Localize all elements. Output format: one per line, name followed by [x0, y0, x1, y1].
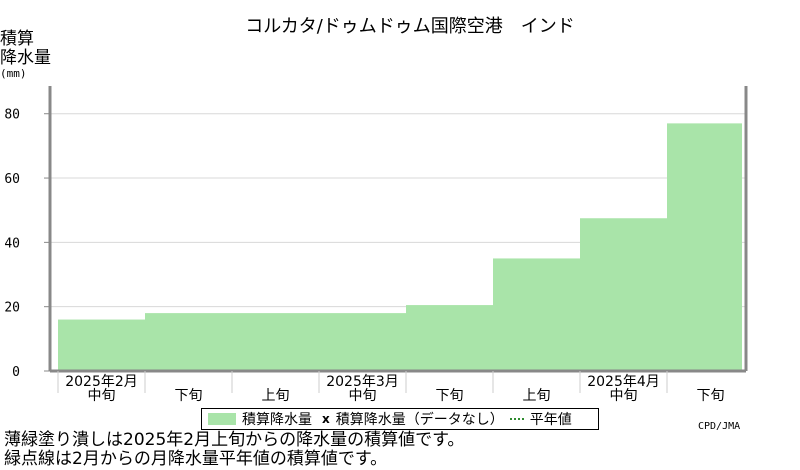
- bar: [232, 313, 319, 371]
- month-label: 2025年4月: [587, 374, 660, 390]
- y-axis-label-line2: 降水量: [0, 48, 51, 68]
- legend-normal-line: [509, 418, 524, 420]
- x-tick-label: 中旬: [349, 388, 377, 404]
- bar: [406, 305, 493, 371]
- y-tick-label: 0: [12, 365, 20, 380]
- x-tick-label: 下旬: [697, 388, 725, 404]
- legend-missing-marker: x: [322, 412, 330, 426]
- note-line-2: 緑点線は2月からの月降水量平年値の積算値です。: [4, 449, 388, 469]
- x-tick-label: 中旬: [610, 388, 638, 404]
- y-axis-label: 積算 降水量 (mm): [0, 30, 51, 80]
- y-tick-label: 60: [4, 172, 20, 187]
- bar: [580, 218, 667, 371]
- credit-label: CPD/JMA: [698, 421, 741, 432]
- bar: [493, 258, 580, 371]
- bar: [319, 313, 406, 371]
- chart-title: コルカタ/ドゥムドゥム国際空港 インド: [245, 16, 575, 37]
- x-tick-label: 中旬: [88, 388, 116, 404]
- legend-series-label: 積算降水量: [242, 412, 312, 428]
- legend-normal-label: 平年値: [529, 412, 572, 428]
- y-tick-label: 80: [4, 108, 20, 123]
- note-line-1: 薄緑塗り潰しは2025年2月上旬からの降水量の積算値です。: [4, 430, 465, 450]
- y-axis-label-line1: 積算: [0, 29, 34, 49]
- y-tick-label: 20: [4, 301, 20, 316]
- bar: [58, 319, 145, 371]
- x-tick-label: 上旬: [262, 388, 290, 404]
- month-label: 2025年3月: [326, 374, 399, 390]
- y-axis-unit: (mm): [0, 67, 27, 80]
- month-label: 2025年2月: [65, 374, 138, 390]
- legend: 積算降水量 x 積算降水量（データなし） 平年値: [201, 408, 599, 430]
- y-tick-label: 40: [4, 236, 20, 251]
- legend-missing-label: 積算降水量（データなし）: [335, 412, 504, 428]
- bar: [145, 313, 232, 371]
- x-tick-label: 下旬: [175, 388, 203, 404]
- legend-swatch: [208, 413, 236, 425]
- bar: [667, 123, 742, 371]
- x-tick-label: 下旬: [436, 388, 464, 404]
- x-tick-label: 上旬: [523, 388, 551, 404]
